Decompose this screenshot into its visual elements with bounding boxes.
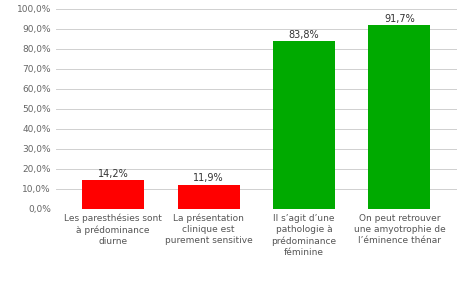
- Text: 83,8%: 83,8%: [289, 30, 319, 39]
- Bar: [178, 185, 240, 209]
- Text: 11,9%: 11,9%: [193, 173, 224, 183]
- Text: 91,7%: 91,7%: [384, 14, 415, 24]
- Bar: [273, 41, 335, 209]
- Bar: [82, 180, 144, 209]
- Bar: [369, 25, 431, 209]
- Text: 14,2%: 14,2%: [98, 169, 129, 179]
